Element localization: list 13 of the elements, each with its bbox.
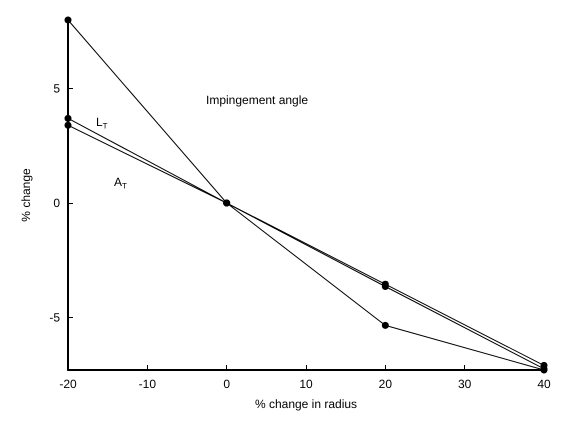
annotation: Impingement angle [206, 93, 308, 107]
x-tick-label: 20 [378, 377, 392, 391]
x-tick-label: -20 [59, 377, 77, 391]
x-axis-title: % change in radius [254, 397, 358, 411]
y-tick-label: -5 [49, 310, 60, 324]
y-tick-label: 5 [53, 82, 60, 96]
x-tick-label: -10 [138, 377, 156, 391]
y-tick-label: 0 [53, 196, 60, 210]
x-tick-label: 30 [458, 377, 472, 391]
x-tick-label: 0 [223, 377, 230, 391]
x-tick-label: 10 [299, 377, 313, 391]
x-tick-label: 40 [537, 377, 551, 391]
y-axis-title: % change [19, 168, 33, 222]
